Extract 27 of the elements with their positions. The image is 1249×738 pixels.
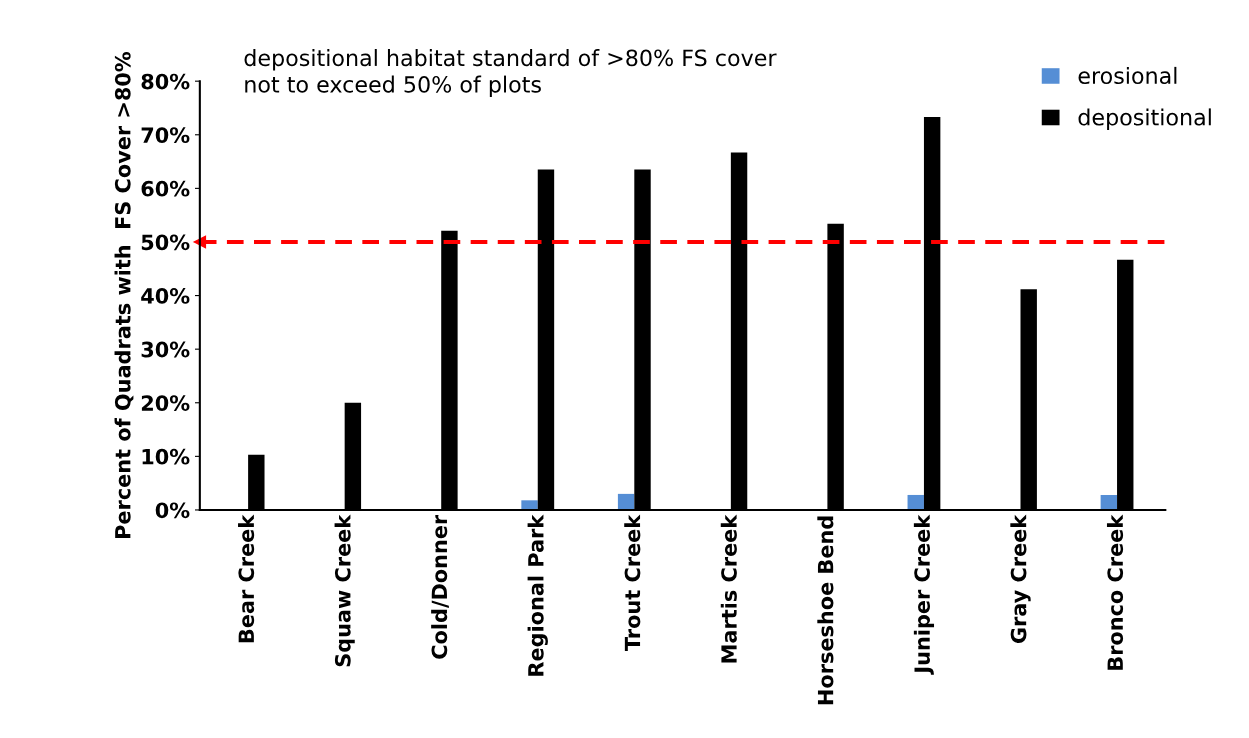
annotation: depositional habitat standard of >80% FS cover not to exceed 50% of plots [244, 49, 777, 98]
x-tick-label: Squaw Creek [334, 514, 355, 667]
y-tick-label: 20% [141, 395, 190, 411]
bar [907, 494, 924, 510]
y-axis-title: Percent of Quadrats with FS Cover >80% [114, 51, 134, 538]
bar [1100, 494, 1118, 510]
y-tick-label: 60% [141, 180, 190, 197]
x-tick-label: Trout Creek [624, 514, 641, 651]
x-tick-label: Juniper Creek [913, 514, 935, 675]
legend-label: depositional [1078, 108, 1211, 130]
legend-label: erosional [1078, 66, 1177, 85]
x-tick-label: Regional Park [527, 514, 548, 676]
bar [617, 493, 635, 510]
y-tick-label: 10% [142, 448, 190, 465]
y-tick-label: 50% [141, 234, 190, 251]
y-tick-label: 80% [141, 73, 190, 90]
bar [521, 500, 538, 510]
y-tick-label: 0% [155, 502, 190, 519]
x-tick-label: Horseshoe Bend [817, 516, 834, 705]
y-tick-label: 70% [141, 127, 190, 143]
x-tick-label: Cold/Donner [431, 514, 449, 659]
y-tick-label: 30% [141, 341, 190, 358]
x-tick-label: Gray Creek [1010, 514, 1031, 644]
x-tick-label: Bronco Creek [1106, 514, 1124, 670]
x-tick-label: Bear Creek [238, 514, 255, 643]
y-tick-label: 40% [141, 288, 190, 304]
x-tick-label: Martis Creek [720, 514, 737, 663]
